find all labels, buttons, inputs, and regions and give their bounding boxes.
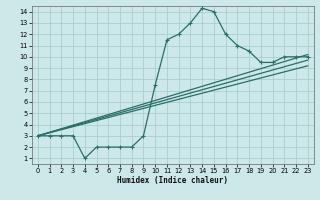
- X-axis label: Humidex (Indice chaleur): Humidex (Indice chaleur): [117, 176, 228, 185]
